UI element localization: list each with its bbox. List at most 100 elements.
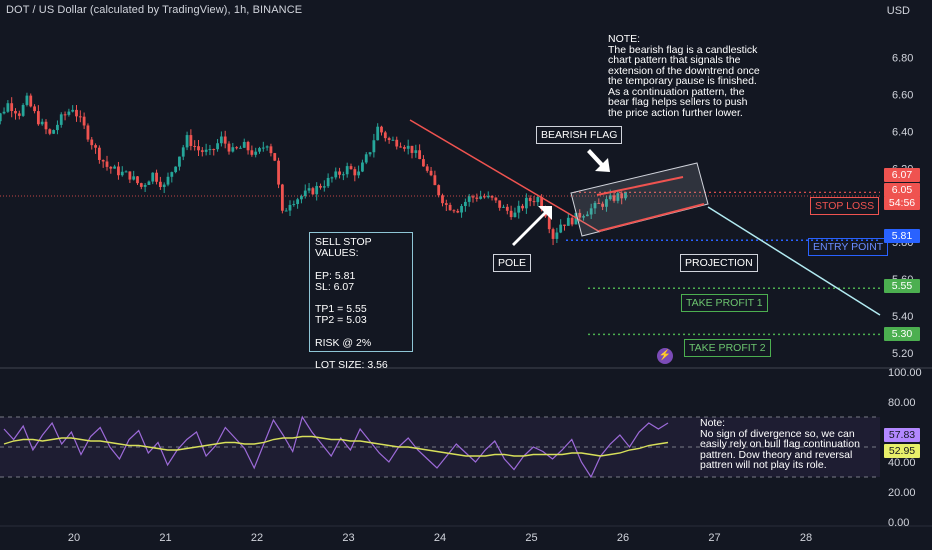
candle-body xyxy=(452,210,456,212)
candle-body xyxy=(239,147,242,149)
candle-body xyxy=(296,199,300,205)
candle-body xyxy=(63,114,67,116)
candle-body xyxy=(216,143,219,150)
candle-body xyxy=(181,147,185,157)
pole-arrow xyxy=(512,206,552,246)
candle-body xyxy=(471,196,475,198)
candle-body xyxy=(566,217,570,226)
candle-body xyxy=(147,181,151,185)
candle-body xyxy=(402,147,406,149)
candle-body xyxy=(380,126,383,133)
candle-body xyxy=(395,139,399,147)
candle-body xyxy=(120,171,124,176)
candle-body xyxy=(509,210,513,218)
stop-loss-label: STOP LOSS xyxy=(810,197,880,215)
candle-body xyxy=(547,216,551,230)
entry-point-label: ENTRY POINT xyxy=(808,238,889,256)
candle-body xyxy=(36,111,40,125)
candle-body xyxy=(357,171,361,176)
price-axis-tick: 6.80 xyxy=(892,53,913,65)
candle-body xyxy=(338,171,341,175)
candle-body xyxy=(185,135,189,148)
candle-body xyxy=(311,188,315,195)
candle-body xyxy=(353,169,357,176)
time-axis-tick: 20 xyxy=(68,532,80,544)
candle-body xyxy=(429,170,433,176)
candle-body xyxy=(174,166,178,173)
candle-body xyxy=(300,196,303,200)
candle-body xyxy=(597,202,601,204)
candle-body xyxy=(44,121,48,130)
price-axis-tick: 6.40 xyxy=(892,126,913,138)
candle-body xyxy=(330,177,334,179)
candle-body xyxy=(536,197,540,203)
time-axis-tick: 22 xyxy=(251,532,263,544)
candle-body xyxy=(193,146,197,148)
pole-label: POLE xyxy=(493,254,532,272)
candle-body xyxy=(265,146,269,148)
candle-body xyxy=(136,176,139,184)
candle-body xyxy=(418,150,422,160)
candle-body xyxy=(612,195,616,201)
candle-body xyxy=(29,95,33,107)
candle-body xyxy=(372,140,376,153)
candle-body xyxy=(319,185,322,188)
candle-body xyxy=(277,160,280,185)
last-price-tag: 6.05 xyxy=(884,183,920,197)
candle-body xyxy=(551,229,555,239)
candle-body xyxy=(349,166,353,170)
time-axis-tick: 24 xyxy=(434,532,446,544)
candle-body xyxy=(10,103,14,112)
candle-body xyxy=(399,146,402,148)
candle-body xyxy=(605,199,608,207)
candle-body xyxy=(258,148,261,152)
lightning-icon[interactable]: ⚡ xyxy=(657,348,673,364)
candle-body xyxy=(200,150,204,152)
candle-body xyxy=(593,202,597,209)
rsi-ma-tag: 52.95 xyxy=(884,444,920,458)
candle-body xyxy=(143,184,147,187)
candle-body xyxy=(467,196,471,202)
candle-body xyxy=(490,195,494,198)
candle-body xyxy=(524,197,528,209)
price-axis-tick: 6.60 xyxy=(892,90,913,102)
candle-body xyxy=(0,113,2,122)
candle-body xyxy=(475,197,479,199)
candle-body xyxy=(345,166,349,175)
candle-body xyxy=(40,121,44,125)
candle-body xyxy=(528,197,532,202)
sl-price-tag: 6.07 xyxy=(884,168,920,182)
candle-body xyxy=(128,171,132,180)
candle-body xyxy=(578,212,582,218)
candle-body xyxy=(117,166,120,176)
candle-body xyxy=(197,146,200,151)
candle-body xyxy=(235,147,239,149)
entry-price-tag: 5.81 xyxy=(884,229,920,243)
projection-label: PROJECTION xyxy=(680,254,758,272)
candle-body xyxy=(254,151,258,155)
rsi-axis-tick: 20.00 xyxy=(888,487,916,499)
bar-countdown-tag: 54:56 xyxy=(884,196,920,210)
candle-body xyxy=(246,141,250,151)
candle-body xyxy=(334,171,338,178)
candle-body xyxy=(56,124,59,131)
candle-body xyxy=(90,139,94,146)
candle-body xyxy=(387,138,391,141)
candle-body xyxy=(326,177,330,187)
candle-body xyxy=(67,111,71,115)
candle-body xyxy=(105,161,109,167)
candle-body xyxy=(86,125,90,140)
candle-body xyxy=(250,150,254,155)
candle-body xyxy=(303,190,307,197)
time-axis-tick: 23 xyxy=(342,532,354,544)
candle-body xyxy=(589,208,593,215)
candle-body xyxy=(280,184,284,211)
time-axis-tick: 27 xyxy=(708,532,720,544)
flag-lower-line xyxy=(598,203,705,232)
candle-body xyxy=(570,217,574,225)
pole-line xyxy=(409,119,601,233)
rsi-axis-tick: 0.00 xyxy=(888,517,909,529)
candle-body xyxy=(71,109,75,112)
candle-body xyxy=(288,204,292,211)
